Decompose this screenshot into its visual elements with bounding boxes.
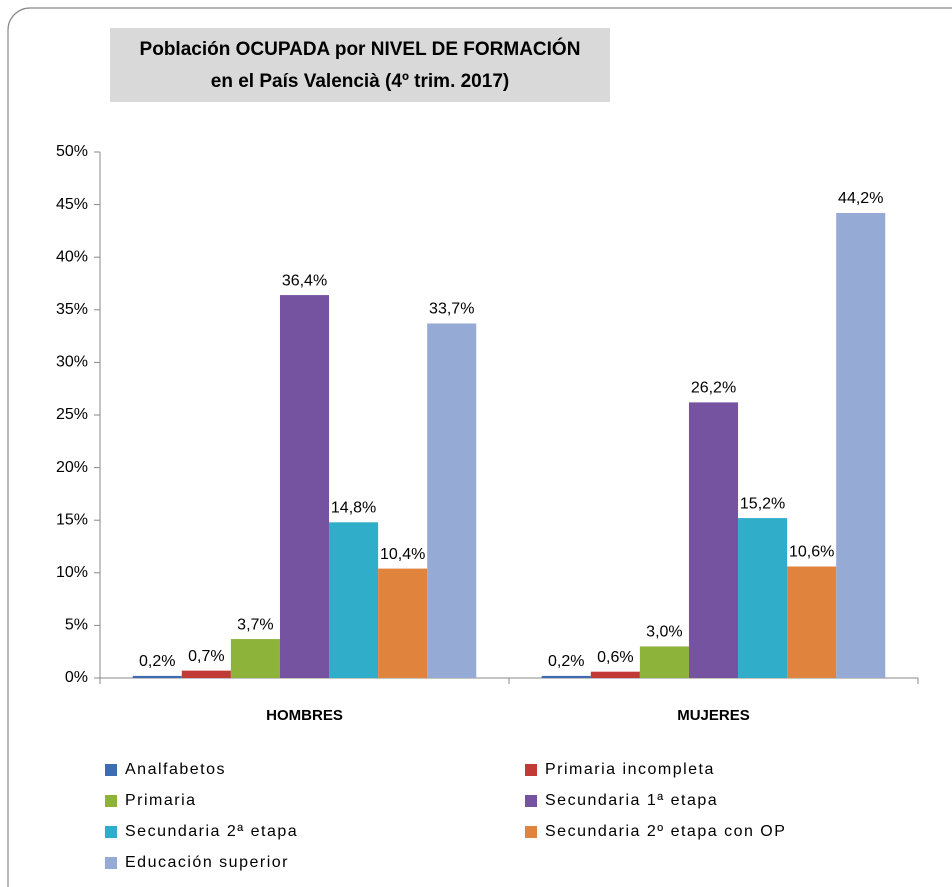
legend-swatch [105, 826, 117, 838]
legend-label: Analfabetos [125, 761, 226, 778]
bar [378, 568, 428, 678]
bar [541, 675, 591, 678]
bar [590, 671, 640, 678]
value-label: 33,7% [429, 301, 474, 318]
bar [688, 402, 739, 678]
y-tick-label: 30% [56, 354, 88, 371]
bar [787, 566, 837, 678]
x-tick-label: HOMBRES [266, 707, 343, 724]
value-label: 10,4% [380, 546, 425, 563]
y-tick-label: 0% [65, 669, 88, 686]
value-label: 14,8% [331, 500, 376, 517]
value-label: 3,0% [646, 624, 682, 641]
y-tick-label: 5% [65, 617, 88, 634]
value-label: 36,4% [282, 272, 327, 289]
chart-title: Población OCUPADA por NIVEL DE FORMACIÓN [140, 38, 581, 60]
title-box [110, 28, 610, 102]
legend-label: Secundaria 2º etapa con OP [545, 823, 786, 840]
y-tick-label: 10% [56, 564, 88, 581]
bar [230, 639, 280, 678]
legend-label: Primaria incompleta [545, 761, 715, 778]
value-label: 44,2% [838, 190, 883, 207]
y-tick-label: 20% [56, 459, 88, 476]
legend-label: Secundaria 1ª etapa [545, 792, 718, 809]
y-tick-label: 50% [56, 143, 88, 160]
y-tick-label: 35% [56, 301, 88, 318]
value-label: 3,7% [237, 616, 273, 633]
legend-swatch [525, 826, 537, 838]
chart-frame [7, 7, 952, 887]
legend-swatch [105, 857, 117, 869]
value-label: 15,2% [740, 495, 785, 512]
y-tick-label: 25% [56, 406, 88, 423]
value-label: 26,2% [691, 380, 736, 397]
legend-swatch [525, 764, 537, 776]
legend-swatch [105, 764, 117, 776]
bar [132, 675, 182, 678]
value-label: 0,2% [139, 653, 175, 670]
legend-label: Secundaria 2ª etapa [125, 823, 298, 840]
bar [836, 213, 886, 679]
y-tick-label: 15% [56, 511, 88, 528]
x-tick-label: MUJERES [677, 707, 750, 724]
value-label: 10,6% [789, 544, 834, 561]
bar [279, 295, 330, 678]
bar [738, 518, 788, 678]
chart-title: en el País Valencià (4º trim. 2017) [211, 71, 509, 92]
bar [639, 646, 689, 678]
bar [329, 522, 379, 678]
legend-label: Primaria [125, 792, 197, 809]
bar [181, 670, 231, 678]
legend-label: Educación superior [125, 854, 289, 871]
legend-swatch [105, 795, 117, 807]
value-label: 0,6% [597, 649, 633, 666]
value-label: 0,2% [548, 653, 584, 670]
y-tick-label: 45% [56, 196, 88, 213]
bar [427, 323, 477, 678]
value-label: 0,7% [188, 648, 224, 665]
y-tick-label: 40% [56, 248, 88, 265]
legend-swatch [525, 795, 537, 807]
